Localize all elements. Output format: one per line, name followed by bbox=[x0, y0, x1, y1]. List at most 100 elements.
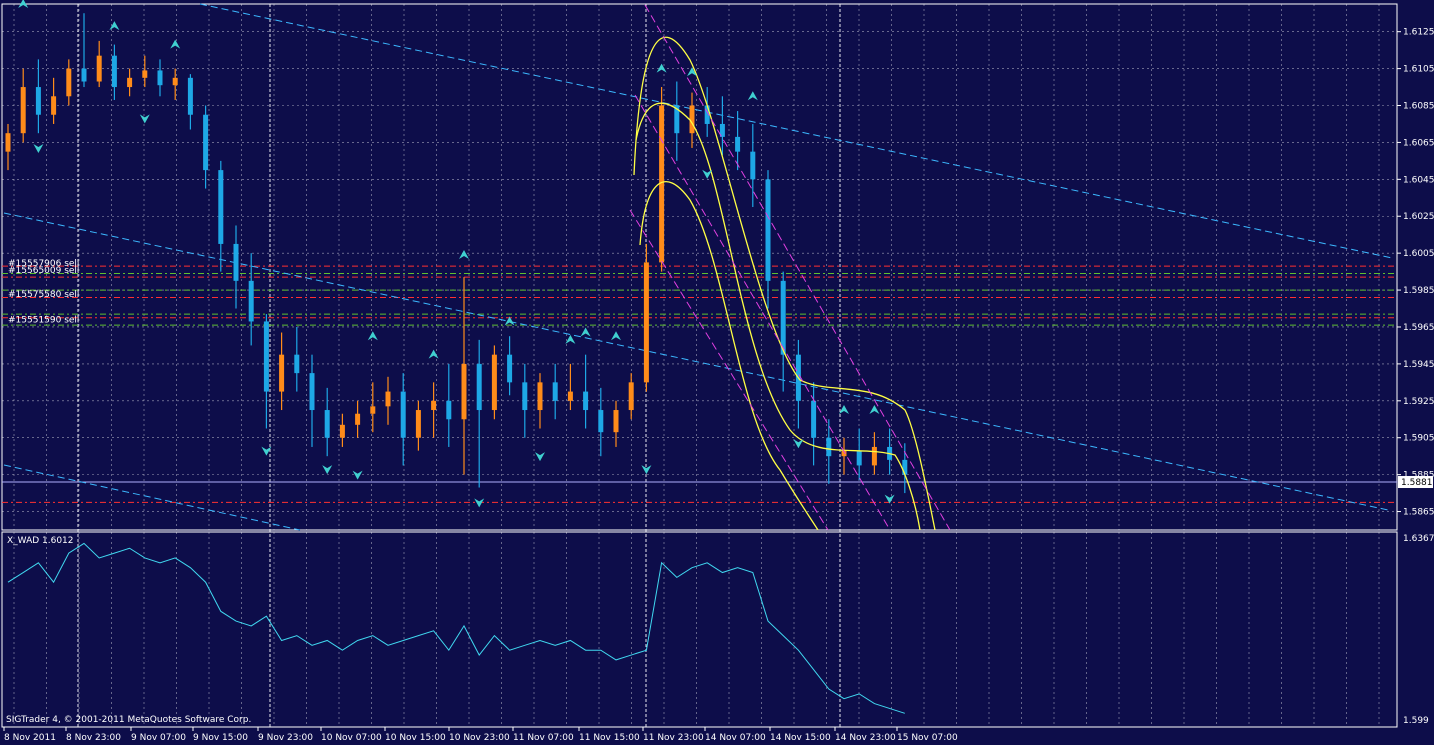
price-tick-label: 1.5945 bbox=[1403, 360, 1434, 370]
candle-body bbox=[415, 410, 421, 438]
axes: 1.6125 1.6105 1.6085 1.6065 1.6045 1.6025 1.60… bbox=[3, 4, 1434, 743]
signal-arrow-up bbox=[869, 405, 880, 415]
candles bbox=[5, 13, 908, 494]
current-price-label: 1.5881 bbox=[1401, 478, 1433, 488]
candle-body bbox=[66, 68, 72, 97]
time-tick-label: 14 Nov 23:00 bbox=[835, 733, 896, 743]
signal-arrow-up bbox=[367, 331, 378, 341]
candle-body bbox=[385, 391, 391, 407]
regression-curves bbox=[629, 4, 951, 531]
regression-band bbox=[644, 4, 951, 531]
signal-arrow-down bbox=[33, 143, 44, 153]
signal-arrow-up bbox=[428, 349, 439, 359]
candle-body bbox=[811, 400, 817, 438]
channel-line bbox=[199, 3, 1393, 259]
time-tick-label: 9 Nov 15:00 bbox=[193, 733, 248, 743]
candle-body bbox=[719, 123, 725, 137]
curve-middle bbox=[635, 102, 921, 531]
signal-arrow-down bbox=[793, 439, 804, 449]
candle-body bbox=[81, 68, 87, 82]
signal-arrow-up bbox=[580, 327, 591, 337]
candle-body bbox=[203, 114, 209, 171]
order-label-overlap: #15557906 sell bbox=[8, 259, 79, 269]
candle-body bbox=[127, 77, 133, 88]
candle-body bbox=[461, 363, 467, 420]
price-tick-label: 1.5925 bbox=[1403, 397, 1434, 407]
copyright-text: SIGTrader 4, © 2001-2011 MetaQuotes Soft… bbox=[6, 715, 251, 725]
signal-arrow-up bbox=[459, 250, 469, 260]
candle-body bbox=[339, 424, 345, 438]
signal-arrow-down bbox=[352, 470, 363, 480]
candle-body bbox=[142, 70, 148, 78]
price-axis-bg bbox=[1398, 4, 1434, 727]
price-tick-label: 1.5985 bbox=[1403, 286, 1434, 296]
wad-indicator bbox=[7, 542, 905, 714]
candle-body bbox=[51, 96, 57, 115]
candle-body bbox=[567, 391, 573, 401]
signal-arrow-up bbox=[504, 316, 515, 326]
candle-body bbox=[35, 87, 41, 115]
curve-upper bbox=[633, 36, 936, 531]
candle-body bbox=[507, 354, 513, 383]
signal-arrow-down bbox=[702, 169, 713, 179]
candle-body bbox=[902, 459, 908, 475]
candle-body bbox=[355, 413, 361, 425]
price-tick-label: 1.6005 bbox=[1403, 249, 1434, 259]
candle-body bbox=[522, 382, 528, 411]
time-tick-label: 9 Nov 07:00 bbox=[131, 733, 186, 743]
time-tick-label: 8 Nov 23:00 bbox=[66, 733, 121, 743]
time-tick-label: 15 Nov 07:00 bbox=[897, 733, 958, 743]
main-panel-frame bbox=[1, 3, 1398, 531]
candle-body bbox=[826, 437, 832, 457]
price-tick-label: 1.6085 bbox=[1403, 102, 1434, 112]
candle-body bbox=[643, 262, 649, 383]
candle-body bbox=[750, 151, 756, 180]
indicator-axis-top: 1.6367 bbox=[1403, 534, 1434, 544]
candle-body bbox=[279, 354, 285, 392]
time-tick-label: 10 Nov 15:00 bbox=[385, 733, 446, 743]
order-label-0: #15565009 sell bbox=[8, 266, 79, 276]
signal-arrow-down bbox=[884, 494, 895, 504]
regression-band bbox=[634, 94, 891, 531]
signal-arrow-down bbox=[322, 465, 333, 475]
candle-body bbox=[233, 243, 239, 281]
candle-body bbox=[294, 354, 300, 374]
candle-body bbox=[583, 391, 589, 411]
current-price-tag bbox=[1398, 476, 1433, 489]
order-label-1: #15575580 sell bbox=[8, 290, 79, 300]
candle-body bbox=[628, 382, 634, 411]
candle-body bbox=[5, 133, 11, 152]
candle-body bbox=[218, 170, 224, 244]
candle-body bbox=[309, 373, 315, 411]
price-tick-label: 1.6105 bbox=[1403, 65, 1434, 75]
indicator-axis-bottom: 1.599 bbox=[1403, 716, 1429, 726]
candle-body bbox=[111, 55, 117, 88]
channel-line bbox=[3, 464, 301, 531]
curve-lower bbox=[639, 181, 819, 531]
candle-body bbox=[96, 55, 102, 82]
candle-body bbox=[263, 321, 269, 392]
candle-body bbox=[704, 105, 710, 124]
indicator-panel-frame bbox=[1, 531, 1398, 728]
candle-body bbox=[856, 450, 862, 466]
signal-arrow-up bbox=[747, 91, 758, 101]
price-tick-label: 1.6025 bbox=[1403, 212, 1434, 222]
price-tick-label: 1.6125 bbox=[1403, 28, 1434, 38]
candle-body bbox=[613, 410, 619, 433]
signal-arrow-down bbox=[139, 114, 150, 124]
price-tick-label: 1.5965 bbox=[1403, 323, 1434, 333]
signal-arrow-down bbox=[535, 452, 545, 462]
candle-body bbox=[157, 70, 163, 86]
candle-body bbox=[187, 77, 193, 115]
candle-body bbox=[841, 450, 847, 457]
candle-body bbox=[674, 105, 680, 134]
signal-arrow-up bbox=[687, 67, 697, 77]
time-tick-label: 11 Nov 15:00 bbox=[579, 733, 640, 743]
candle-body bbox=[780, 280, 786, 355]
signal-arrows bbox=[18, 0, 895, 508]
signal-arrow-down bbox=[261, 446, 272, 456]
candle-body bbox=[765, 179, 771, 281]
time-tick-label: 10 Nov 23:00 bbox=[449, 733, 510, 743]
